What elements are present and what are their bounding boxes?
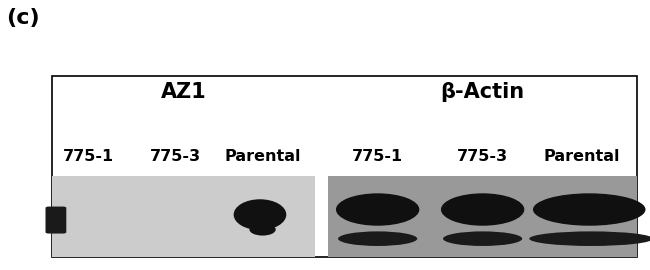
Ellipse shape [443,231,522,246]
FancyBboxPatch shape [46,207,66,234]
Text: 775-3: 775-3 [150,149,202,164]
Bar [328,176,637,256]
Text: 775-3: 775-3 [457,149,508,164]
Text: (c): (c) [6,8,40,28]
Ellipse shape [250,224,276,235]
Text: 775-1: 775-1 [352,149,403,164]
Ellipse shape [233,199,286,230]
Text: AZ1: AZ1 [161,82,207,102]
Bar [52,176,315,256]
Ellipse shape [338,231,417,246]
Text: β-Actin: β-Actin [441,82,525,102]
Text: Parental: Parental [543,149,619,164]
Ellipse shape [533,193,645,226]
Text: 775-1: 775-1 [63,149,114,164]
Text: Parental: Parental [224,149,301,164]
Ellipse shape [441,193,525,226]
Ellipse shape [529,231,650,246]
Ellipse shape [336,193,419,226]
Bar [52,76,637,256]
